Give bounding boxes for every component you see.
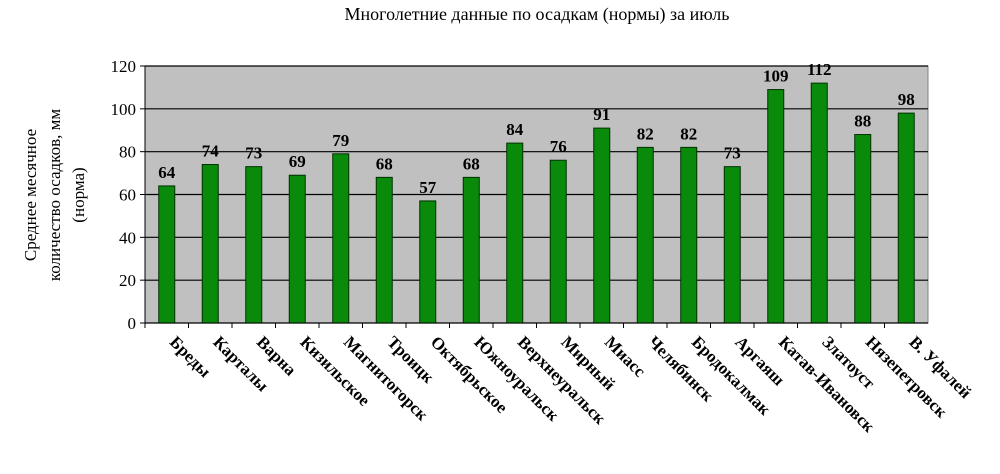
- y-axis-label: количество осадков, мм: [45, 109, 64, 281]
- data-label: 98: [898, 90, 915, 109]
- data-label: 68: [463, 154, 480, 173]
- y-tick-label: 40: [119, 228, 136, 247]
- x-tick-label: Октябрьское: [427, 332, 512, 417]
- data-label: 76: [550, 137, 567, 156]
- bar: [723, 166, 741, 324]
- bar: [767, 89, 785, 324]
- data-label: 74: [202, 142, 220, 161]
- bar: [854, 134, 872, 324]
- y-tick-label: 80: [119, 143, 136, 162]
- data-label: 112: [807, 60, 832, 79]
- y-tick-label: 0: [128, 314, 137, 333]
- y-axis-label: (норма): [69, 167, 88, 222]
- y-tick-label: 100: [111, 100, 137, 119]
- bar: [680, 146, 698, 324]
- data-label: 82: [637, 124, 654, 143]
- bar: [593, 127, 611, 324]
- data-label: 82: [680, 124, 697, 143]
- bar: [810, 82, 828, 324]
- bar: [506, 142, 524, 324]
- y-tick-label: 20: [119, 271, 136, 290]
- data-label: 69: [289, 152, 306, 171]
- data-label: 64: [158, 163, 176, 182]
- data-label: 84: [506, 120, 524, 139]
- data-label: 68: [376, 154, 393, 173]
- bar: [549, 159, 567, 324]
- bar: [332, 153, 350, 324]
- bar: [245, 166, 263, 324]
- data-label: 91: [593, 105, 610, 124]
- data-label: 73: [724, 144, 741, 163]
- data-label: 109: [763, 67, 789, 86]
- bar: [419, 200, 437, 324]
- bar: [636, 146, 654, 324]
- bar: [288, 174, 306, 324]
- y-tick-label: 120: [111, 57, 137, 76]
- chart-title: Многолетние данные по осадкам (нормы) за…: [345, 4, 730, 25]
- data-label: 79: [332, 131, 349, 150]
- y-tick-label: 60: [119, 186, 136, 205]
- data-label: 88: [854, 112, 871, 131]
- bar: [201, 164, 219, 324]
- bar: [462, 176, 480, 324]
- bar: [897, 112, 915, 324]
- x-tick-label: Бреды: [166, 332, 215, 381]
- bar: [375, 176, 393, 324]
- y-axis-label: Среднее месячное: [21, 129, 40, 261]
- data-label: 57: [419, 178, 437, 197]
- bar: [158, 185, 176, 324]
- data-label: 73: [245, 144, 262, 163]
